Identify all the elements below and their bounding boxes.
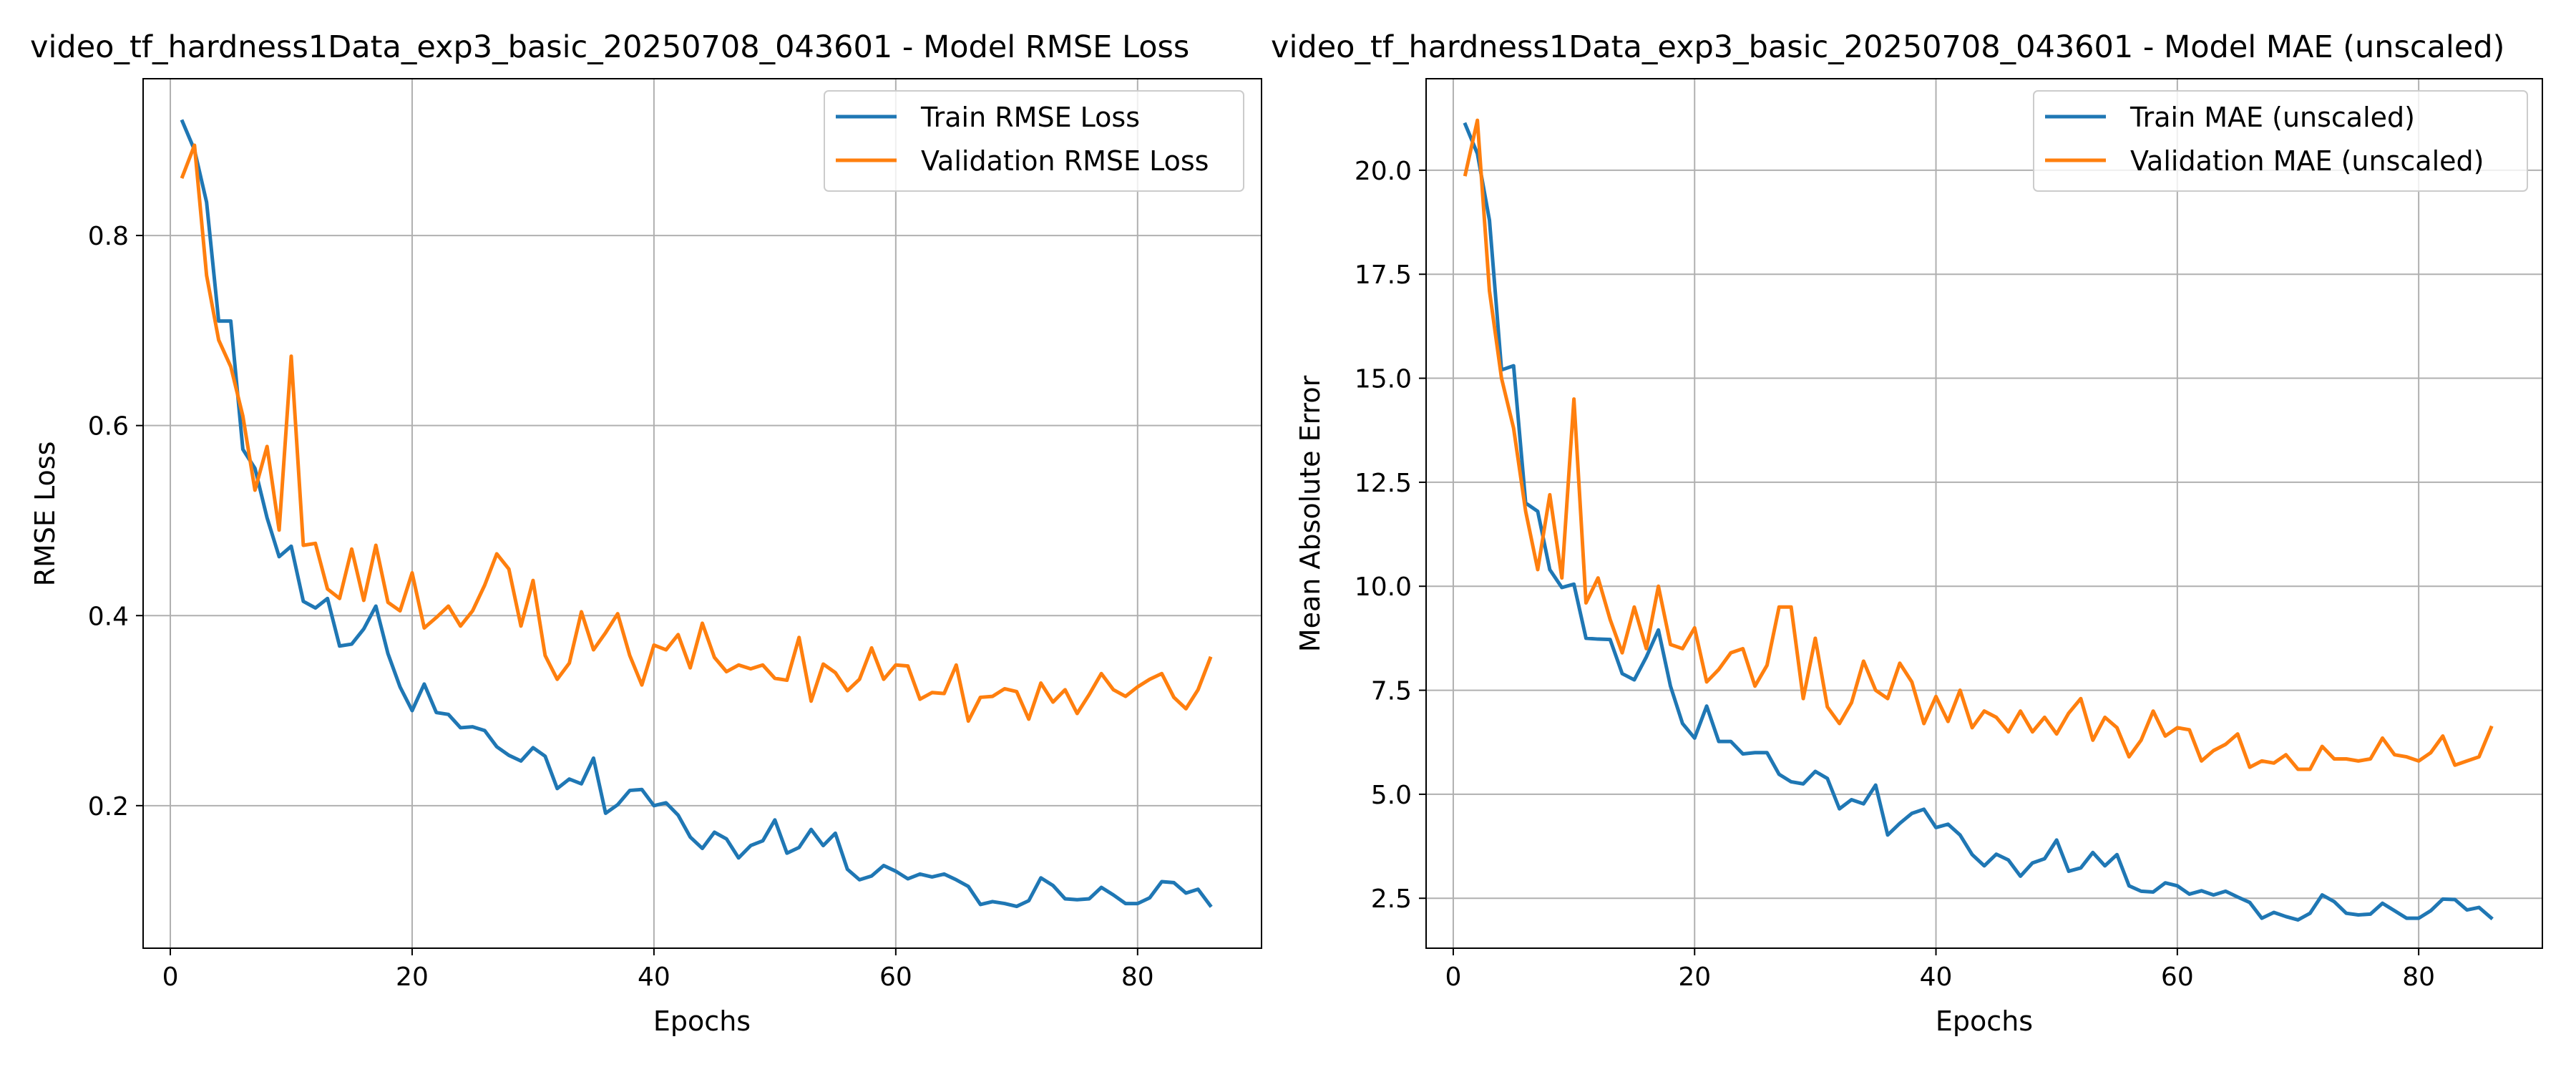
mae-x-tick-label: 20 [1678,963,1711,992]
rmse-axes-frame [142,78,1262,949]
mae-validation-series-line [1463,118,2494,771]
mae-y-axis-label: Mean Absolute Error [1294,375,1326,652]
rmse-y-tick-label: 0.6 [88,412,129,442]
mae-y-tick-label: 2.5 [1371,884,1412,914]
rmse-y-tick-label: 0.2 [88,792,129,822]
rmse-y-tick-label: 0.4 [88,602,129,631]
mae-y-tick-label: 20.0 [1355,157,1412,186]
mae-y-tick-label: 15.0 [1355,365,1412,394]
rmse-legend-validation-label: Validation RMSE Loss [921,145,1209,177]
rmse-x-tick-label: 60 [879,963,912,992]
mae-chart: video_tf_hardness1Data_exp3_basic_202507… [1271,29,2543,1037]
mae-x-tick-label: 60 [2161,963,2194,992]
rmse-legend-train-label: Train RMSE Loss [920,102,1140,133]
rmse-x-tick-label: 80 [1121,963,1154,992]
mae-legend-validation-label: Validation MAE (unscaled) [2130,145,2484,177]
rmse-legend: Train RMSE Loss Validation RMSE Loss [824,90,1244,192]
mae-y-tick-label: 7.5 [1371,677,1412,706]
rmse-train-series-line [180,119,1213,909]
rmse-y-tick-label: 0.8 [88,222,129,251]
mae-x-tick-label: 0 [1445,963,1461,992]
rmse-y-axis-label: RMSE Loss [29,442,61,587]
rmse-legend-frame [824,90,1244,192]
mae-axes-frame [1425,78,2543,949]
mae-legend-frame [2033,90,2528,192]
rmse-x-tick-label: 40 [638,963,670,992]
rmse-validation-series-line [180,143,1213,723]
mae-y-tick-label: 17.5 [1355,260,1412,290]
mae-x-tick-label: 40 [1920,963,1953,992]
mae-chart-title: video_tf_hardness1Data_exp3_basic_202507… [1271,29,2504,65]
rmse-x-axis-label: Epochs [653,1005,751,1037]
mae-y-tick-label: 5.0 [1371,781,1412,810]
rmse-x-tick-label: 20 [396,963,429,992]
mae-x-axis-label: Epochs [1936,1005,2033,1037]
rmse-x-tick-label: 0 [162,963,179,992]
mae-x-tick-label: 80 [2402,963,2435,992]
mae-y-tick-label: 12.5 [1355,469,1412,498]
rmse-loss-chart: video_tf_hardness1Data_exp3_basic_202507… [29,29,1262,1037]
rmse-plot-area: 0 20 40 60 80 0.2 0.4 0.6 0.8 [88,78,1262,992]
rmse-chart-title: video_tf_hardness1Data_exp3_basic_202507… [30,29,1189,65]
mae-legend-train-label: Train MAE (unscaled) [2129,102,2415,133]
mae-train-series-line [1463,122,2494,922]
mae-legend: Train MAE (unscaled) Validation MAE (uns… [2033,90,2528,192]
mae-y-tick-label: 10.0 [1355,572,1412,602]
